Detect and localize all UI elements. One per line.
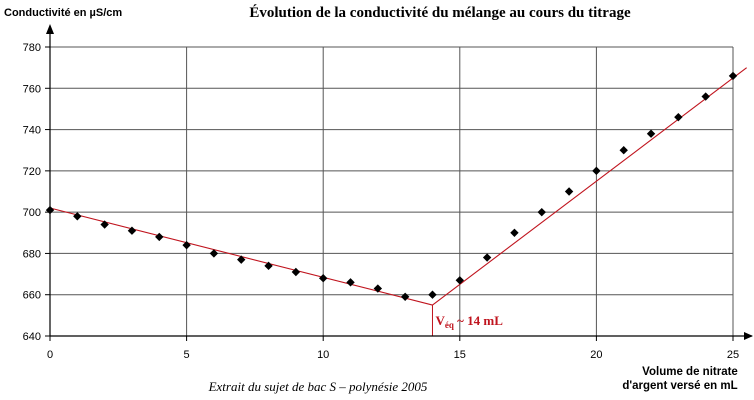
y-tick-label: 640 [23, 331, 41, 343]
data-point [619, 146, 628, 155]
data-point [455, 276, 464, 285]
data-point [564, 187, 574, 196]
source-caption: Extrait du sujet de bac S – polynésie 20… [208, 379, 428, 394]
y-tick-label: 760 [23, 83, 41, 95]
data-point [100, 220, 109, 229]
data-point [73, 212, 82, 221]
x-axis-arrow [744, 332, 753, 340]
data-point [346, 278, 355, 287]
data-point [127, 226, 137, 235]
fit-lines [49, 67, 747, 306]
data-point [373, 284, 383, 293]
y-tick-label: 680 [23, 248, 41, 260]
data-point [674, 112, 683, 122]
data-point [537, 207, 546, 217]
data-point [701, 92, 710, 101]
x-tick-label: 0 [47, 349, 53, 361]
axes [45, 24, 753, 341]
x-tick-label: 15 [454, 349, 466, 361]
y-tick-label: 740 [23, 125, 41, 137]
y-axis-label: Conductivité en µS/cm [4, 7, 122, 19]
x-axis-label-line2: d'argent versé en mL [622, 380, 737, 392]
data-points [45, 71, 738, 301]
data-point [482, 253, 492, 262]
data-point [291, 267, 301, 277]
data-point [155, 232, 164, 242]
equivalence-label: Véq ~ 14 mL [435, 313, 503, 330]
data-point [45, 205, 55, 215]
x-axis-label-line1: Volume de nitrate [642, 366, 738, 378]
data-point [237, 255, 246, 264]
data-point [209, 249, 219, 258]
data-point [319, 274, 328, 283]
y-tick-label: 780 [23, 42, 41, 54]
data-point [510, 228, 519, 237]
x-tick-labels: 0 5 10 15 20 25 [47, 349, 739, 361]
x-tick-label: 20 [590, 349, 602, 361]
data-point [728, 71, 738, 81]
y-tick-label: 720 [23, 166, 41, 178]
x-tick-label: 10 [317, 349, 329, 361]
y-axis-arrow [46, 24, 54, 34]
grid [50, 46, 734, 336]
data-point [428, 290, 437, 299]
fit-line [432, 67, 747, 306]
y-tick-label: 700 [23, 207, 41, 219]
x-tick-label: 25 [727, 349, 739, 361]
equivalence-marker: Véq ~ 14 mL [431, 305, 503, 336]
data-point [592, 166, 601, 176]
data-point [182, 240, 191, 250]
chart-title: Évolution de la conductivité du mélange … [249, 4, 631, 21]
data-point [400, 292, 410, 301]
data-point [264, 261, 273, 271]
data-point [646, 129, 656, 138]
y-tick-labels: 640 660 680 700 720 740 760 780 [23, 42, 41, 343]
x-tick-label: 5 [184, 349, 190, 361]
y-tick-label: 660 [23, 290, 41, 302]
